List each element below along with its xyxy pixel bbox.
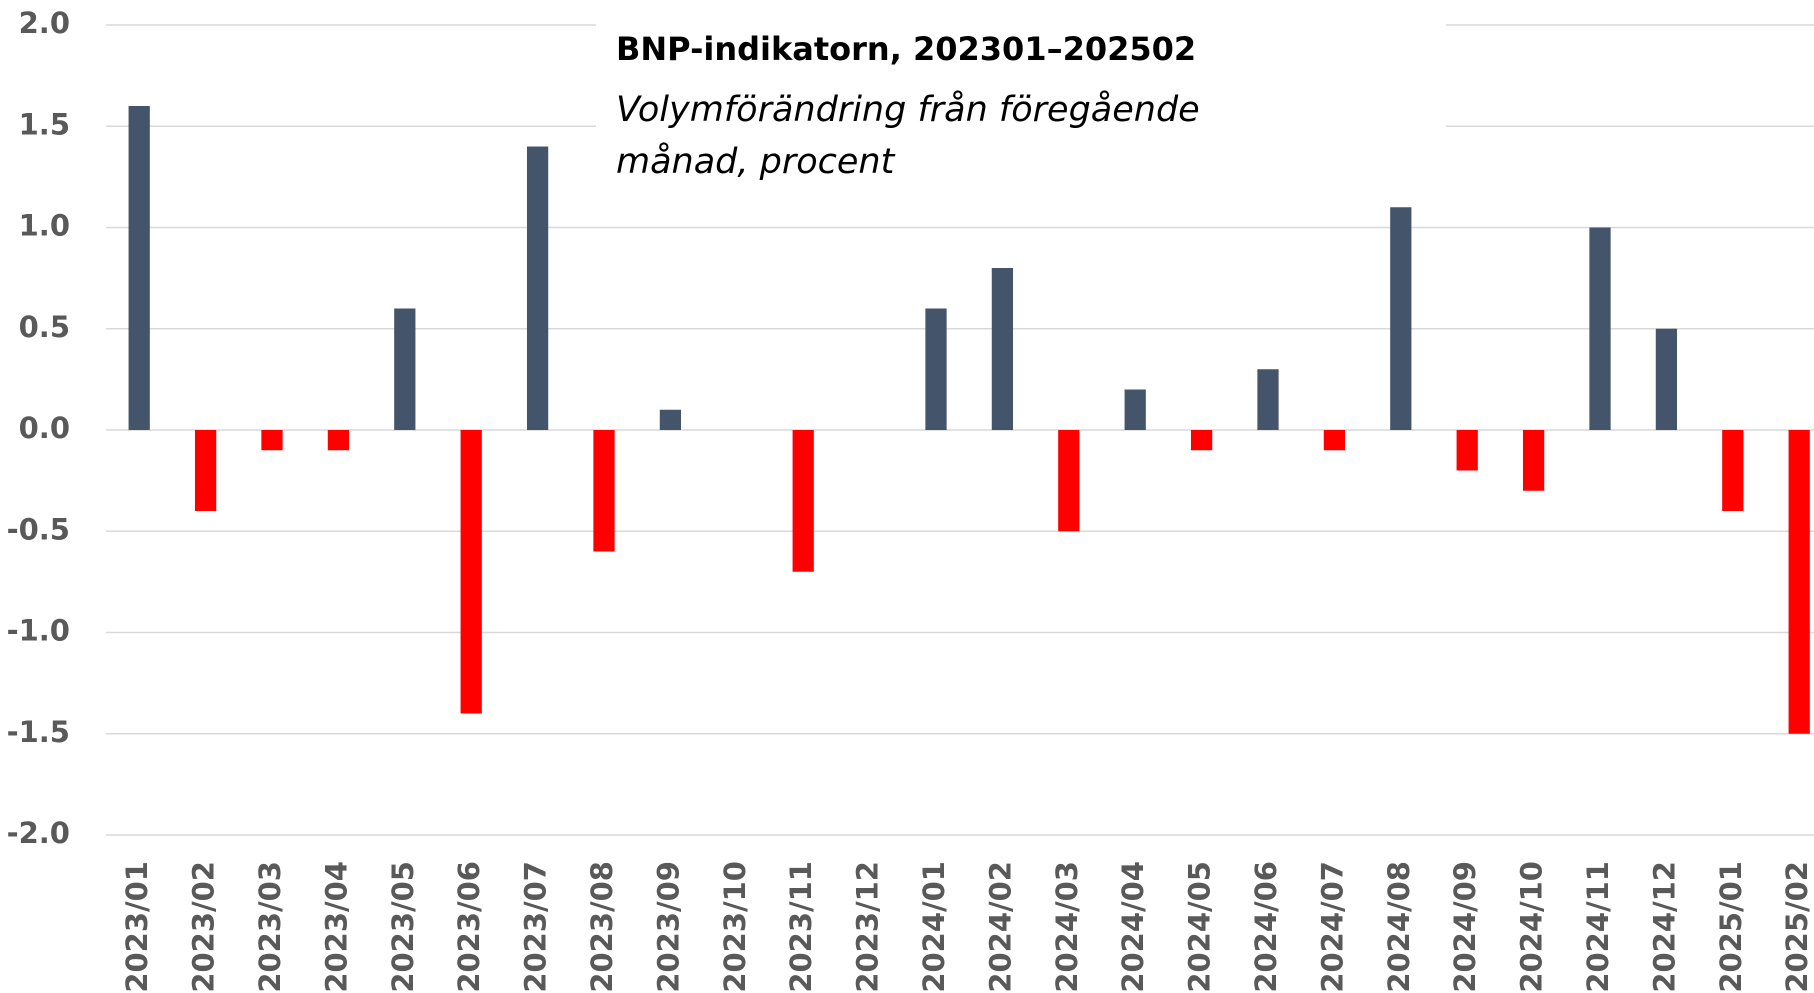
x-tick-label: 2023/03 (253, 861, 287, 993)
bar (261, 430, 283, 451)
x-tick-label: 2024/12 (1647, 861, 1681, 993)
x-tick-label: 2023/11 (784, 861, 818, 993)
x-tick-label: 2024/03 (1050, 861, 1084, 993)
y-tick-label: 2.0 (19, 6, 70, 40)
x-tick-label: 2024/05 (1183, 861, 1217, 993)
bar (1722, 430, 1744, 511)
bar (1124, 389, 1146, 430)
chart-title: BNP-indikatorn, 202301–202502 (616, 30, 1197, 68)
title-box (596, 0, 1446, 185)
y-tick-label: 0.0 (19, 411, 70, 445)
bar (194, 430, 217, 511)
bar (1390, 207, 1412, 430)
y-tick-label: 1.5 (19, 107, 70, 141)
x-tick-label: 2025/01 (1714, 861, 1748, 993)
bar (991, 268, 1014, 430)
bar (1323, 430, 1346, 451)
x-tick-label: 2024/02 (983, 861, 1017, 993)
x-tick-label: 2023/09 (651, 861, 685, 993)
y-tick-label: 1.0 (19, 209, 70, 243)
x-tick-label: 2024/10 (1515, 861, 1549, 993)
x-tick-label: 2023/08 (585, 861, 619, 993)
x-tick-label: 2023/07 (519, 861, 553, 993)
x-tick-label: 2023/05 (386, 861, 420, 993)
y-tick-label: -0.5 (7, 512, 70, 546)
bar (1788, 430, 1810, 734)
bar (1257, 369, 1279, 430)
x-tick-label: 2023/12 (851, 861, 885, 993)
bar (1522, 430, 1545, 491)
y-tick-label: -1.0 (7, 614, 70, 648)
x-tick-label: 2024/01 (917, 861, 951, 993)
x-tick-label: 2023/10 (718, 861, 752, 993)
bar (1190, 430, 1213, 451)
y-tick-label: -1.5 (7, 715, 70, 749)
bar (1456, 430, 1478, 471)
x-tick-label: 2023/06 (452, 861, 486, 993)
bar (460, 430, 482, 714)
bar (1589, 227, 1611, 430)
x-tick-label: 2024/06 (1249, 861, 1283, 993)
bar (593, 430, 615, 552)
bar (925, 308, 947, 430)
x-tick-label: 2024/09 (1448, 861, 1482, 993)
chart-subtitle: Volymförändring från föregående månad, p… (616, 90, 1200, 182)
bar (128, 106, 150, 430)
bar (327, 430, 350, 451)
bar (1058, 430, 1080, 532)
y-tick-label: 0.5 (19, 310, 70, 344)
x-tick-label: 2023/01 (120, 861, 154, 993)
x-tick-label: 2024/08 (1382, 861, 1416, 993)
x-tick-label: 2023/04 (319, 861, 353, 993)
x-tick-label: 2025/02 (1780, 861, 1814, 993)
bar (394, 308, 416, 430)
bar (526, 146, 549, 430)
bar (1655, 328, 1678, 430)
x-tick-label: 2024/07 (1315, 861, 1349, 993)
bar (659, 409, 682, 430)
x-tick-label: 2024/11 (1581, 861, 1615, 993)
x-tick-label: 2024/04 (1116, 861, 1150, 993)
y-tick-label: -2.0 (7, 816, 70, 850)
x-tick-label: 2023/02 (187, 861, 221, 993)
bar (792, 430, 814, 572)
